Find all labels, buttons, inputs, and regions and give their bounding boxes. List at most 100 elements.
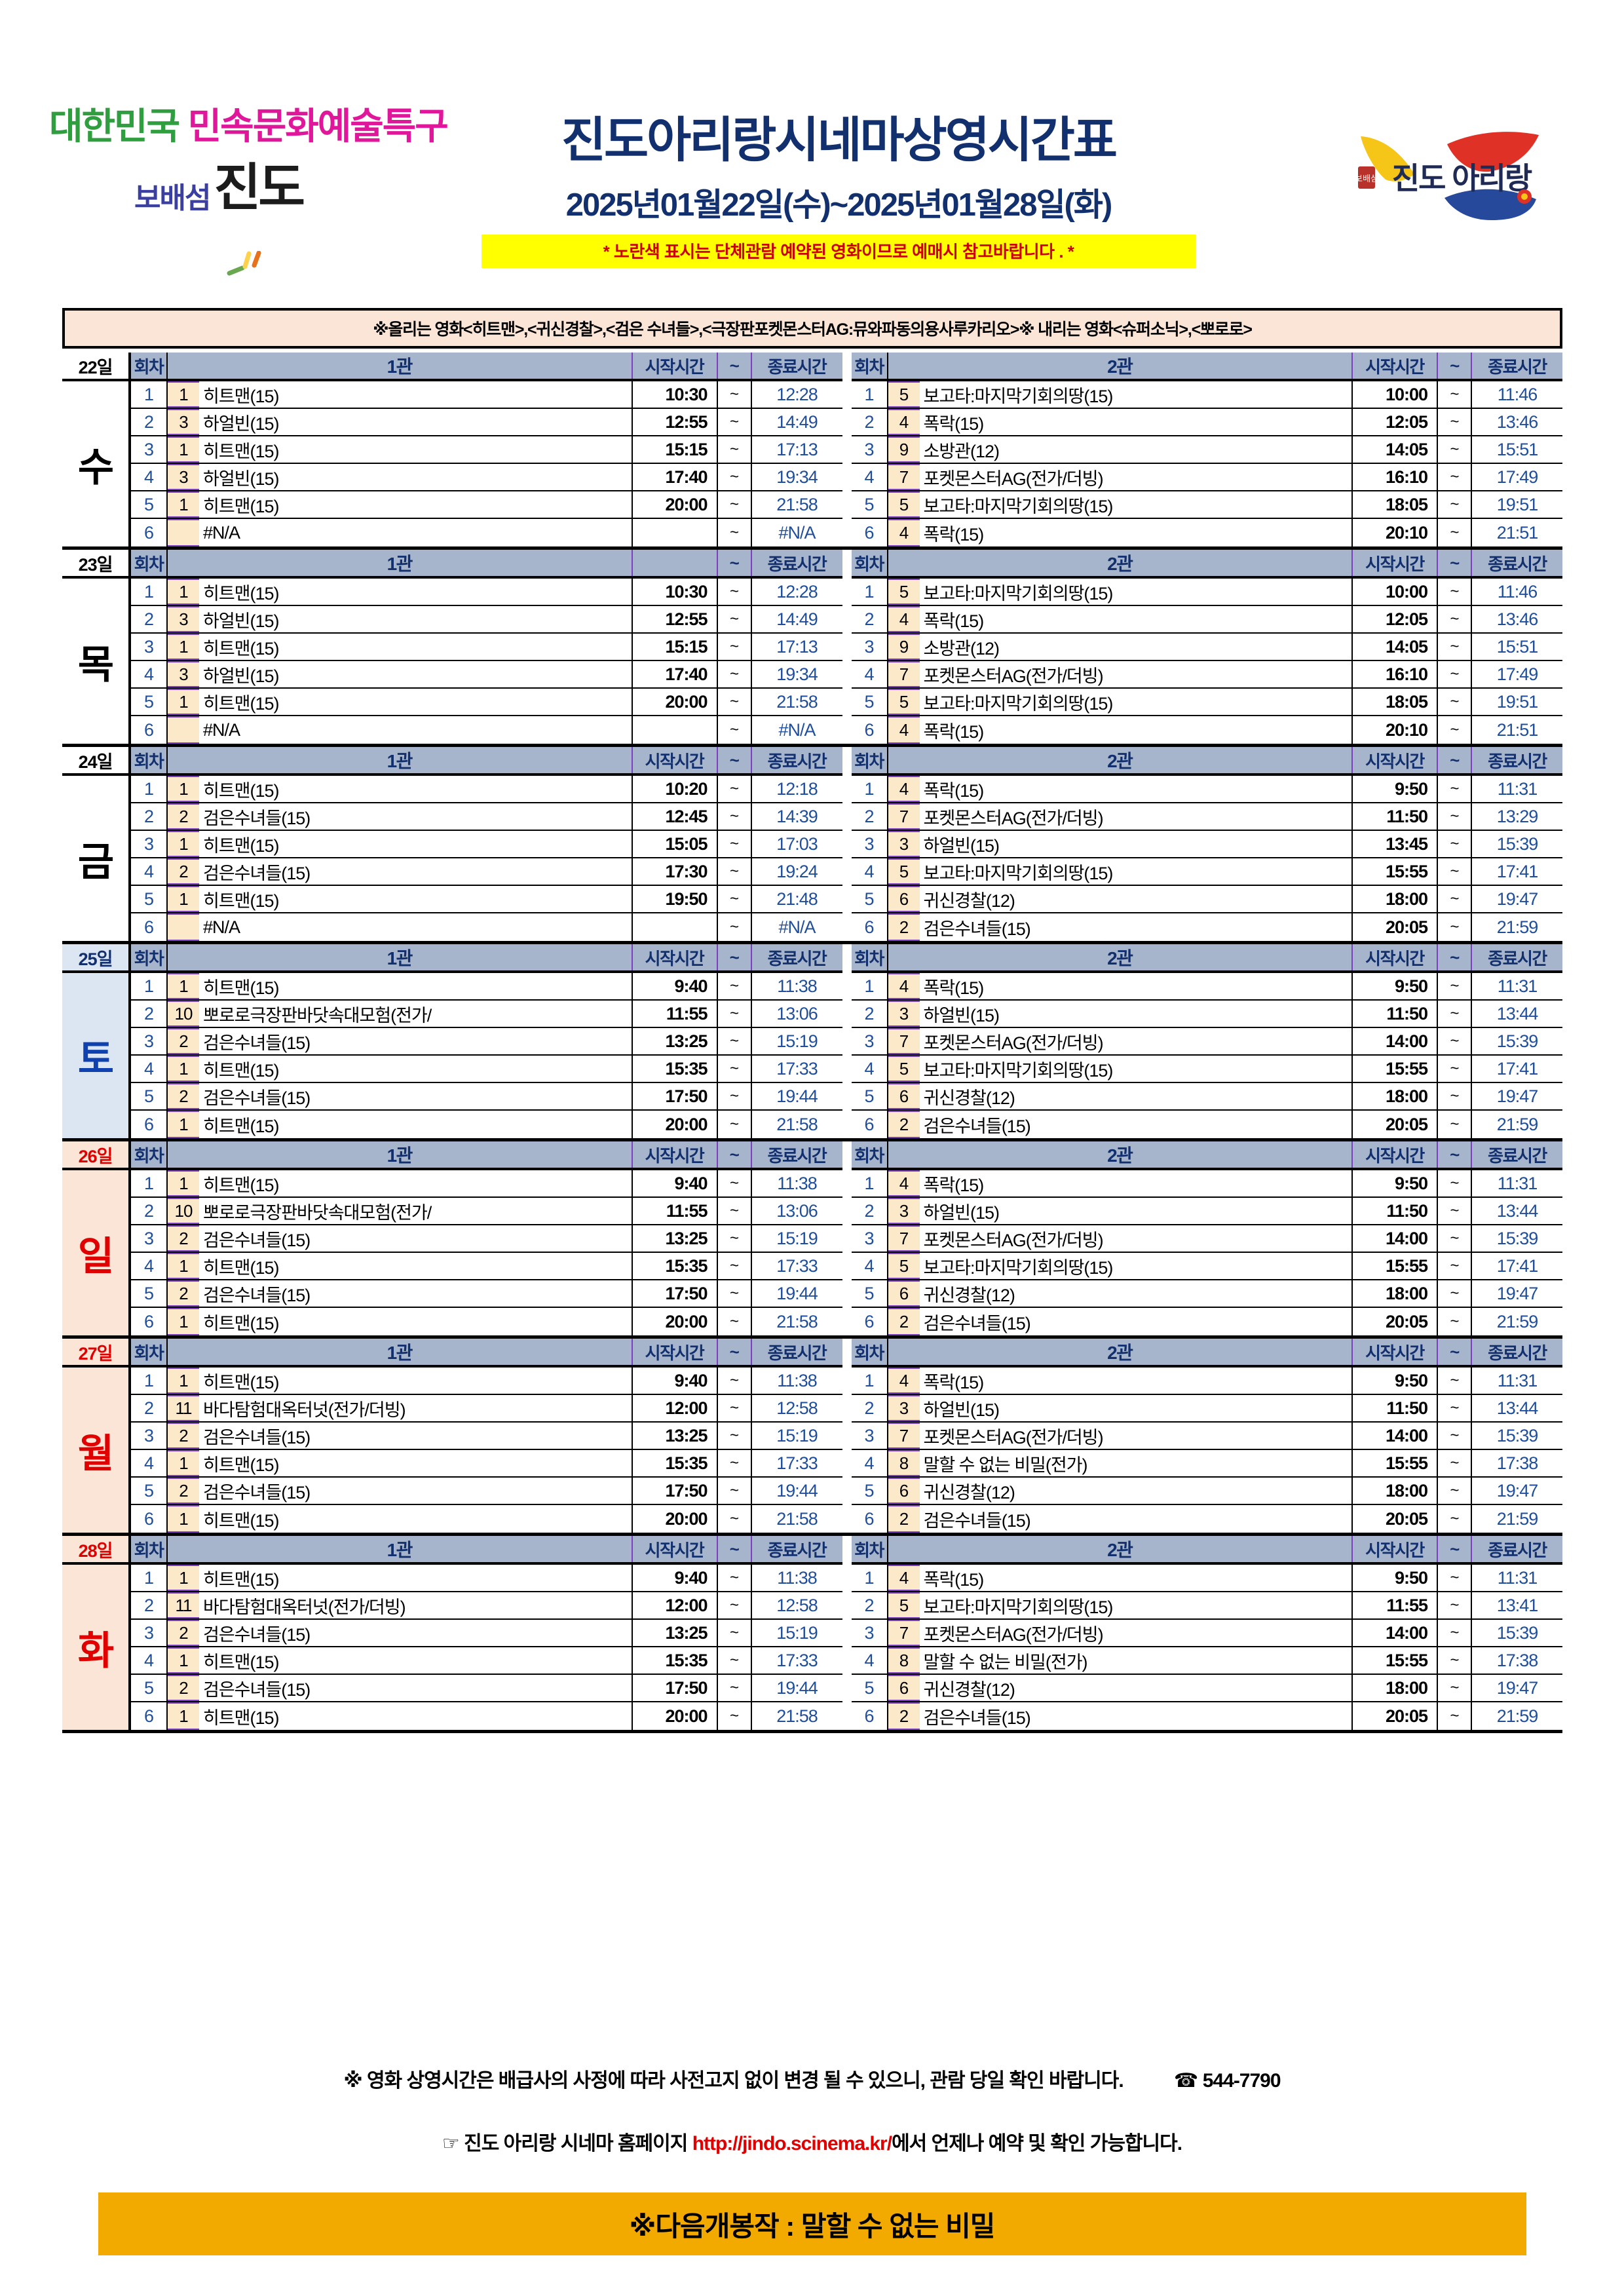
cell-seq: 1: [852, 1170, 888, 1196]
showtime-row[interactable]: 5 6 귀신경찰(12) 18:00 ~19:47: [851, 1083, 1562, 1111]
showtime-row[interactable]: 5 1 히트맨(15) 20:00 ~21:58: [131, 491, 842, 519]
showtime-row[interactable]: 1 1 히트맨(15) 9:40 ~11:38: [131, 1170, 842, 1198]
showtime-row[interactable]: 5 6 귀신경찰(12) 18:00 ~19:47: [851, 886, 1562, 913]
footer-homepage-prefix: ☞ 진도 아리랑 시네마 홈페이지: [442, 2133, 692, 2154]
showtime-row[interactable]: 5 2 검은수녀들(15) 17:50 ~19:44: [131, 1675, 842, 1702]
showtime-row[interactable]: 1 1 히트맨(15) 10:30 ~12:28: [131, 579, 842, 606]
cell-end-time: 12:58: [776, 1398, 818, 1418]
showtime-row[interactable]: 3 7 포켓몬스터AG(전가/더빙) 14:00 ~15:39: [851, 1423, 1562, 1450]
showtime-row[interactable]: 4 7 포켓몬스터AG(전가/더빙) 16:10 ~17:49: [851, 464, 1562, 491]
showtime-row[interactable]: 1 4 폭락(15) 9:50 ~11:31: [851, 973, 1562, 1001]
showtime-row[interactable]: 2 3 하얼빈(15) 11:50 ~13:44: [851, 1198, 1562, 1225]
showtime-row[interactable]: 6 1 히트맨(15) 20:00 ~21:58: [131, 1111, 842, 1138]
cell-start-time: 18:00: [1353, 1675, 1438, 1701]
cell-start-time: 13:25: [633, 1620, 718, 1646]
showtime-row[interactable]: 1 1 히트맨(15) 9:40 ~11:38: [131, 973, 842, 1001]
showtime-row[interactable]: 4 1 히트맨(15) 15:35 ~17:33: [131, 1647, 842, 1675]
showtime-row[interactable]: 3 2 검은수녀들(15) 13:25 ~15:19: [131, 1225, 842, 1253]
cell-start-time: 13:45: [1353, 831, 1438, 857]
showtime-row[interactable]: 6 1 히트맨(15) 20:00 ~21:58: [131, 1505, 842, 1533]
cell-film-title: 폭락(15): [920, 519, 1353, 546]
showtime-row[interactable]: 3 2 검은수녀들(15) 13:25 ~15:19: [131, 1423, 842, 1450]
showtime-row[interactable]: 4 3 하얼빈(15) 17:40 ~19:34: [131, 661, 842, 689]
hall-header-2: 회차 2관 시작시간 ~ 종료시간: [851, 550, 1562, 579]
showtime-row[interactable]: 3 2 검은수녀들(15) 13:25 ~15:19: [131, 1028, 842, 1056]
showtime-row[interactable]: 5 2 검은수녀들(15) 17:50 ~19:44: [131, 1280, 842, 1308]
showtime-row[interactable]: 6 2 검은수녀들(15) 20:05 ~21:59: [852, 1111, 1563, 1138]
showtime-row[interactable]: 2 3 하얼빈(15) 12:55 ~14:49: [131, 409, 842, 436]
showtime-row[interactable]: 1 4 폭락(15) 9:50 ~11:31: [851, 1368, 1562, 1395]
showtime-row[interactable]: 6 4 폭락(15) 20:10 ~21:51: [852, 519, 1563, 546]
showtime-row[interactable]: 4 8 말할 수 없는 비밀(전가) 15:55 ~17:38: [851, 1647, 1562, 1675]
showtime-row[interactable]: 4 1 히트맨(15) 15:35 ~17:33: [131, 1056, 842, 1083]
showtime-row[interactable]: 2 4 폭락(15) 12:05 ~13:46: [851, 606, 1562, 634]
showtime-row[interactable]: 2 10 뽀로로극장판바닷속대모험(전가/11:55 ~13:06: [131, 1001, 842, 1028]
showtime-row[interactable]: 1 1 히트맨(15) 9:40 ~11:38: [131, 1565, 842, 1592]
cell-seq: 1: [852, 579, 888, 605]
showtime-row[interactable]: 5 1 히트맨(15) 19:50 ~21:48: [131, 886, 842, 913]
cell-tilde: ~: [718, 661, 752, 687]
showtime-row[interactable]: 4 1 히트맨(15) 15:35 ~17:33: [131, 1450, 842, 1478]
showtime-row[interactable]: 6 #N/A ~ #N/A: [131, 519, 842, 546]
showtime-row[interactable]: 5 6 귀신경찰(12) 18:00 ~19:47: [851, 1478, 1562, 1505]
cell-start-time: [633, 519, 718, 546]
showtime-row[interactable]: 1 5 보고타:마지막기회의땅(15) 10:00 ~11:46: [851, 579, 1562, 606]
showtime-row[interactable]: 4 8 말할 수 없는 비밀(전가) 15:55 ~17:38: [851, 1450, 1562, 1478]
showtime-row[interactable]: 3 1 히트맨(15) 15:05 ~17:03: [131, 831, 842, 858]
showtime-row[interactable]: 4 5 보고타:마지막기회의땅(15) 15:55 ~17:41: [851, 1253, 1562, 1280]
showtime-row[interactable]: 5 2 검은수녀들(15) 17:50 ~19:44: [131, 1478, 842, 1505]
showtime-row[interactable]: 4 7 포켓몬스터AG(전가/더빙) 16:10 ~17:49: [851, 661, 1562, 689]
showtime-row[interactable]: 2 2 검은수녀들(15) 12:45 ~14:39: [131, 803, 842, 831]
showtime-row[interactable]: 2 5 보고타:마지막기회의땅(15) 11:55 ~13:41: [851, 1592, 1562, 1620]
showtime-row[interactable]: 5 6 귀신경찰(12) 18:00 ~19:47: [851, 1675, 1562, 1702]
showtime-row[interactable]: 5 2 검은수녀들(15) 17:50 ~19:44: [131, 1083, 842, 1111]
showtime-row[interactable]: 6 4 폭락(15) 20:10 ~21:51: [852, 716, 1563, 744]
showtime-row[interactable]: 6 #N/A ~ #N/A: [131, 716, 842, 744]
showtime-row[interactable]: 3 9 소방관(12) 14:05 ~15:51: [851, 634, 1562, 661]
homepage-link[interactable]: http://jindo.scinema.kr/: [692, 2133, 892, 2154]
showtime-row[interactable]: 1 4 폭락(15) 9:50 ~11:31: [851, 776, 1562, 803]
showtime-row[interactable]: 1 4 폭락(15) 9:50 ~11:31: [851, 1565, 1562, 1592]
showtime-row[interactable]: 6 2 검은수녀들(15) 20:05 ~21:59: [852, 1505, 1563, 1533]
showtime-row[interactable]: 6 2 검은수녀들(15) 20:05 ~21:59: [852, 1308, 1563, 1335]
showtime-row[interactable]: 5 6 귀신경찰(12) 18:00 ~19:47: [851, 1280, 1562, 1308]
showtime-row[interactable]: 6 1 히트맨(15) 20:00 ~21:58: [131, 1702, 842, 1730]
showtime-row[interactable]: 2 11 바다탐험대옥터넛(전가/더빙) 12:00 ~12:58: [131, 1592, 842, 1620]
showtime-row[interactable]: 6 2 검은수녀들(15) 20:05 ~21:59: [852, 913, 1563, 941]
showtime-row[interactable]: 3 7 포켓몬스터AG(전가/더빙) 14:00 ~15:39: [851, 1028, 1562, 1056]
cell-start-time: 15:05: [633, 831, 718, 857]
cell-film-code: 5: [888, 491, 920, 518]
showtime-row[interactable]: 6 #N/A ~ #N/A: [131, 913, 842, 941]
showtime-row[interactable]: 5 1 히트맨(15) 20:00 ~21:58: [131, 689, 842, 716]
showtime-row[interactable]: 4 5 보고타:마지막기회의땅(15) 15:55 ~17:41: [851, 1056, 1562, 1083]
showtime-row[interactable]: 1 1 히트맨(15) 10:20 ~12:18: [131, 776, 842, 803]
showtime-row[interactable]: 2 3 하얼빈(15) 11:50 ~13:44: [851, 1001, 1562, 1028]
showtime-row[interactable]: 3 7 포켓몬스터AG(전가/더빙) 14:00 ~15:39: [851, 1620, 1562, 1647]
showtime-row[interactable]: 2 3 하얼빈(15) 12:55 ~14:49: [131, 606, 842, 634]
showtime-row[interactable]: 4 3 하얼빈(15) 17:40 ~19:34: [131, 464, 842, 491]
showtime-row[interactable]: 2 4 폭락(15) 12:05 ~13:46: [851, 409, 1562, 436]
showtime-row[interactable]: 3 3 하얼빈(15) 13:45 ~15:39: [851, 831, 1562, 858]
showtime-row[interactable]: 3 1 히트맨(15) 15:15 ~17:13: [131, 436, 842, 464]
cell-tilde: ~: [718, 1253, 752, 1279]
showtime-row[interactable]: 4 1 히트맨(15) 15:35 ~17:33: [131, 1253, 842, 1280]
showtime-row[interactable]: 2 3 하얼빈(15) 11:50 ~13:44: [851, 1395, 1562, 1423]
showtime-row[interactable]: 1 5 보고타:마지막기회의땅(15) 10:00 ~11:46: [851, 381, 1562, 409]
showtime-row[interactable]: 3 7 포켓몬스터AG(전가/더빙) 14:00 ~15:39: [851, 1225, 1562, 1253]
cell-start-time: 11:50: [1353, 1395, 1438, 1421]
showtime-row[interactable]: 3 9 소방관(12) 14:05 ~15:51: [851, 436, 1562, 464]
showtime-row[interactable]: 4 5 보고타:마지막기회의땅(15) 15:55 ~17:41: [851, 858, 1562, 886]
showtime-row[interactable]: 2 11 바다탐험대옥터넛(전가/더빙) 12:00 ~12:58: [131, 1395, 842, 1423]
showtime-row[interactable]: 1 1 히트맨(15) 10:30 ~12:28: [131, 381, 842, 409]
showtime-row[interactable]: 1 4 폭락(15) 9:50 ~11:31: [851, 1170, 1562, 1198]
showtime-row[interactable]: 2 10 뽀로로극장판바닷속대모험(전가/11:55 ~13:06: [131, 1198, 842, 1225]
showtime-row[interactable]: 3 2 검은수녀들(15) 13:25 ~15:19: [131, 1620, 842, 1647]
showtime-row[interactable]: 2 7 포켓몬스터AG(전가/더빙) 11:50 ~13:29: [851, 803, 1562, 831]
showtime-row[interactable]: 5 5 보고타:마지막기회의땅(15) 18:05 ~19:51: [851, 689, 1562, 716]
showtime-row[interactable]: 1 1 히트맨(15) 9:40 ~11:38: [131, 1368, 842, 1395]
showtime-row[interactable]: 3 1 히트맨(15) 15:15 ~17:13: [131, 634, 842, 661]
showtime-row[interactable]: 5 5 보고타:마지막기회의땅(15) 18:05 ~19:51: [851, 491, 1562, 519]
showtime-row[interactable]: 6 1 히트맨(15) 20:00 ~21:58: [131, 1308, 842, 1335]
showtime-row[interactable]: 4 2 검은수녀들(15) 17:30 ~19:24: [131, 858, 842, 886]
showtime-row[interactable]: 6 2 검은수녀들(15) 20:05 ~21:59: [852, 1702, 1563, 1730]
